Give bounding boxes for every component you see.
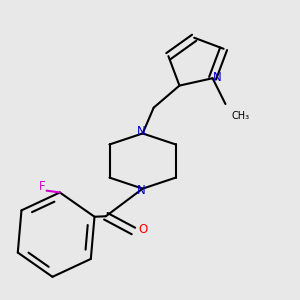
Text: O: O bbox=[138, 223, 147, 236]
Text: CH₃: CH₃ bbox=[231, 111, 250, 121]
Text: N: N bbox=[213, 71, 221, 84]
Text: N: N bbox=[136, 125, 145, 138]
Text: N: N bbox=[136, 184, 145, 197]
Text: F: F bbox=[39, 181, 46, 194]
